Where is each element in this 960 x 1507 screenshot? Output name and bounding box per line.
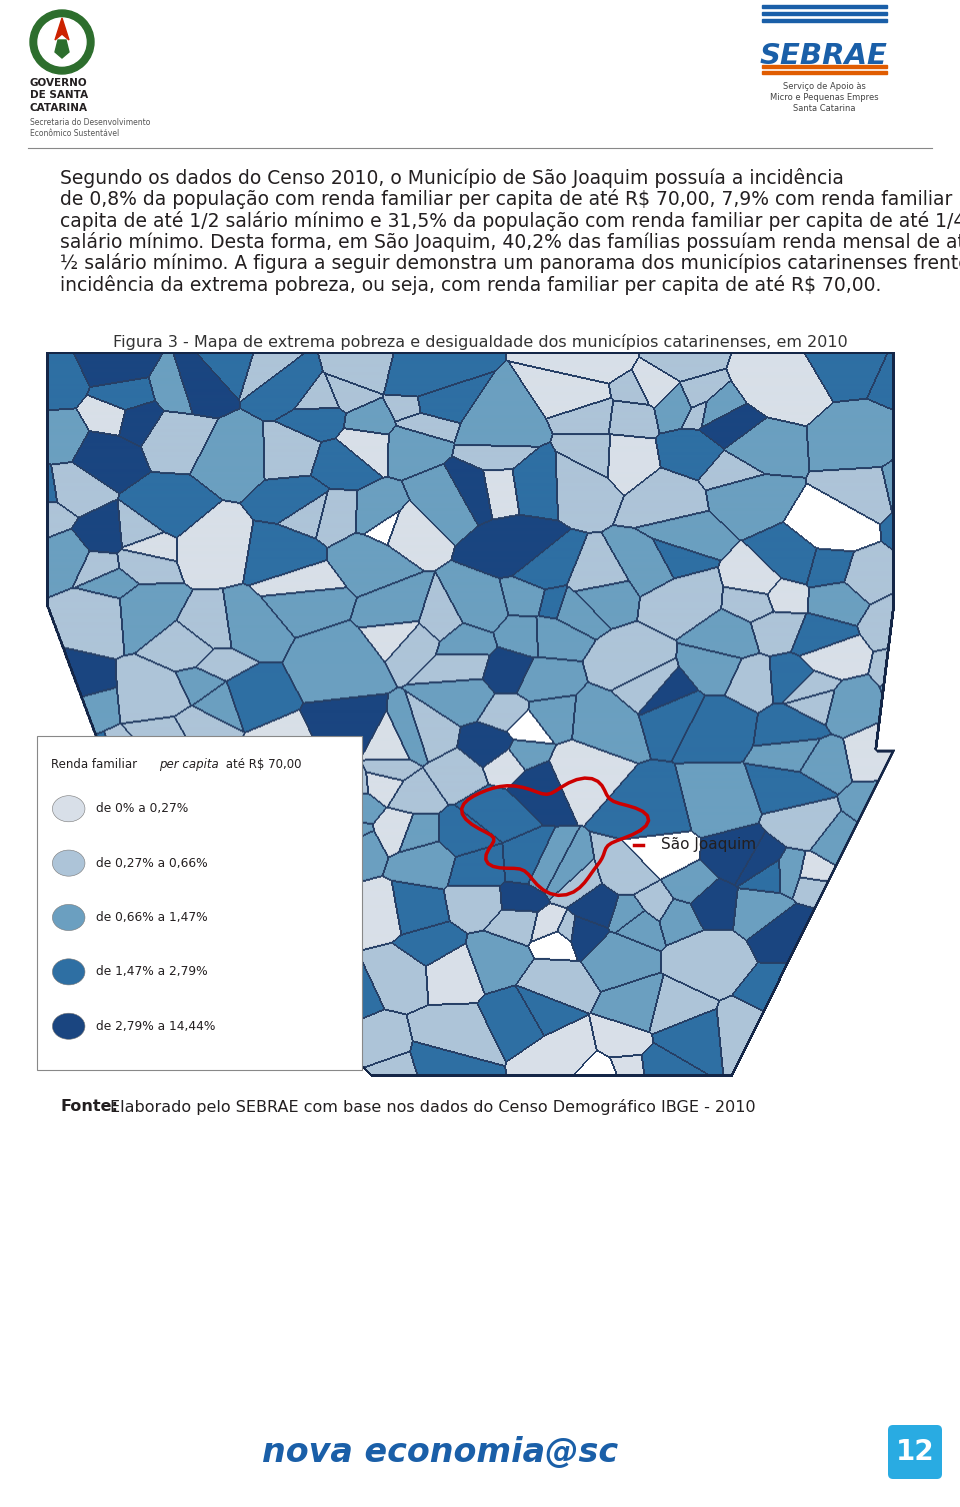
Circle shape xyxy=(53,850,84,876)
Text: GOVERNO
DE SANTA
CATARINA: GOVERNO DE SANTA CATARINA xyxy=(30,78,88,113)
Polygon shape xyxy=(55,41,69,57)
Text: salário mínimo. Desta forma, em São Joaquim, 40,2% das famílias possuíam renda m: salário mínimo. Desta forma, em São Joaq… xyxy=(60,232,960,252)
Text: per capita: per capita xyxy=(159,758,219,772)
Text: de 2,79% a 14,44%: de 2,79% a 14,44% xyxy=(96,1020,215,1032)
Text: nova economia@sc: nova economia@sc xyxy=(262,1436,618,1468)
Text: de 1,47% a 2,79%: de 1,47% a 2,79% xyxy=(96,966,207,978)
Text: Secretaria do Desenvolvimento
Econômico Sustentável: Secretaria do Desenvolvimento Econômico … xyxy=(30,118,151,139)
Text: de 0% a 0,27%: de 0% a 0,27% xyxy=(96,802,188,815)
Text: Serviço de Apoio às
Micro e Pequenas Empres
Santa Catarina: Serviço de Apoio às Micro e Pequenas Emp… xyxy=(770,81,878,113)
Text: de 0,66% a 1,47%: de 0,66% a 1,47% xyxy=(96,912,207,924)
Text: Fonte:: Fonte: xyxy=(60,1099,118,1114)
Bar xyxy=(762,71,887,74)
Text: SEBRAE: SEBRAE xyxy=(760,42,888,69)
Text: até R$ 70,00: até R$ 70,00 xyxy=(223,758,301,772)
Circle shape xyxy=(53,958,84,986)
Text: de 0,8% da população com renda familiar per capita de até R$ 70,00, 7,9% com ren: de 0,8% da população com renda familiar … xyxy=(60,190,960,209)
Text: Figura 3 - Mapa de extrema pobreza e desigualdade dos municípios catarinenses, e: Figura 3 - Mapa de extrema pobreza e des… xyxy=(112,335,848,350)
FancyBboxPatch shape xyxy=(888,1426,942,1478)
Polygon shape xyxy=(55,18,69,41)
Bar xyxy=(762,20,887,23)
Text: de 0,27% a 0,66%: de 0,27% a 0,66% xyxy=(96,856,207,870)
Bar xyxy=(762,65,887,68)
Circle shape xyxy=(53,904,84,930)
Text: São Joaquim: São Joaquim xyxy=(660,838,756,853)
Text: Elaborado pelo SEBRAE com base nos dados do Censo Demográfico IBGE - 2010: Elaborado pelo SEBRAE com base nos dados… xyxy=(110,1099,756,1115)
Text: Renda familiar: Renda familiar xyxy=(51,758,140,772)
Circle shape xyxy=(30,11,94,74)
Circle shape xyxy=(53,1013,84,1040)
Circle shape xyxy=(53,796,84,821)
Circle shape xyxy=(38,18,86,66)
Text: ½ salário mínimo. A figura a seguir demonstra um panorama dos municípios catarin: ½ salário mínimo. A figura a seguir demo… xyxy=(60,253,960,273)
Text: capita de até 1/2 salário mínimo e 31,5% da população com renda familiar per cap: capita de até 1/2 salário mínimo e 31,5%… xyxy=(60,211,960,231)
Text: Segundo os dados do Censo 2010, o Município de São Joaquim possuía a incidência: Segundo os dados do Censo 2010, o Municí… xyxy=(60,167,844,188)
Text: 12: 12 xyxy=(896,1438,934,1466)
Bar xyxy=(762,5,887,8)
Bar xyxy=(762,12,887,15)
Text: incidência da extrema pobreza, ou seja, com renda familiar per capita de até R$ : incidência da extrema pobreza, ou seja, … xyxy=(60,274,881,295)
FancyBboxPatch shape xyxy=(37,737,363,1070)
